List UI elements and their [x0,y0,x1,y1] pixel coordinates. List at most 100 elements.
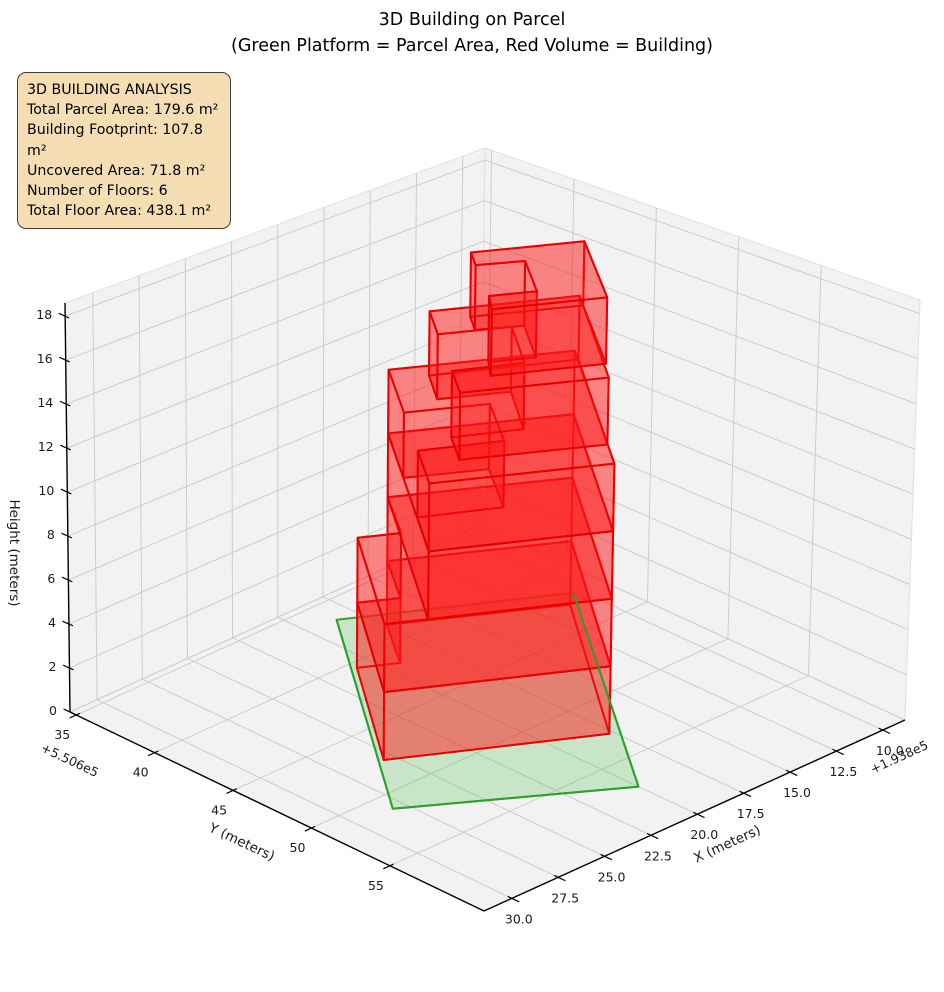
grid-line-z-right [483,240,917,405]
chart-title: 3D Building on Parcel (Green Platform = … [0,7,944,59]
grid-line-x-floor [96,699,513,899]
z-tick-label: 18 [36,307,52,322]
z-tick-label: 16 [37,351,53,366]
grid-line-y-wall [807,265,822,676]
z-tick-mark [59,400,71,407]
x-tick-mark [878,727,891,735]
grid-line-x-wall [322,207,325,597]
x-tick-label: 22.5 [644,848,672,863]
y-tick-mark [304,825,316,832]
z-tick-label: 2 [49,659,57,674]
x-tick-label: 27.5 [551,890,579,905]
parcel-front-edge [335,619,394,810]
x-tick-mark [646,832,659,840]
z-tick-mark [60,444,72,451]
grid-line-y-floor [389,675,809,867]
grid-line-x-wall [367,190,371,577]
grid-line-x-wall [184,258,188,659]
z-tick-mark [62,664,74,671]
z-tick-mark [60,488,72,495]
z-tick-label: 14 [37,395,53,410]
grid-line-z-right [484,200,919,360]
x-tick-mark [600,853,613,861]
grid-line-z-left [64,159,486,317]
grid-line-z-right [482,321,914,495]
grid-line-z-right [479,524,906,721]
y-axis-spine [69,711,485,912]
analysis-info-box: 3D BUILDING ANALYSIS Total Parcel Area: … [17,72,231,230]
y-tick-mark [226,788,237,794]
x-tick-label: 25.0 [598,869,626,884]
z-tick-mark [62,620,74,627]
info-line: Number of Floors: 6 [27,183,168,200]
z-tick-mark [58,312,70,319]
z-tick-label: 12 [38,439,54,454]
y-tick-label: 50 [290,840,306,855]
building-floor-top [470,240,609,311]
grid-line-z-right [483,281,915,450]
info-line: Total Floor Area: 438.1 m² [27,203,212,220]
grid-line-x-floor [277,616,698,815]
grid-line-z-left [65,200,485,361]
chart-title-line1: 3D Building on Parcel [378,10,566,30]
x-tick-mark [693,811,705,819]
grid-line-z-left [66,240,484,405]
grid-line-x-wall [412,173,418,556]
z-tick-mark [59,356,70,363]
y-tick-label: 40 [133,765,149,780]
y-tick-mark [383,863,394,870]
grid-line-x-wall [92,292,98,700]
x-tick-label: 15.0 [783,785,811,800]
y-tick-label: 45 [211,802,227,817]
x-tick-mark [785,769,798,777]
grid-line-z-left [69,484,481,669]
x-tick-mark [553,874,566,882]
z-tick-mark [61,532,73,539]
grid-line-y-wall [727,236,740,639]
y-tick-label: 55 [368,878,384,893]
building-floor-side [489,296,609,377]
grid-line-y-floor [154,564,568,754]
z-tick-mark [61,576,73,583]
grid-line-x-floor [187,658,605,857]
grid-line-x-floor [458,534,883,731]
x-tick-label: 20.0 [690,827,718,842]
z-tick-label: 6 [47,571,55,586]
x-tick-label: 12.5 [829,764,857,779]
grid-line-x-floor [142,678,559,878]
x-tick-mark [832,748,844,756]
x-tick-label: 30.0 [505,911,533,926]
info-line: Total Parcel Area: 179.6 m² [27,102,219,119]
x-tick-mark [739,790,752,798]
grid-line-z-left [67,362,483,537]
grid-line-z-left [66,281,484,449]
grid-line-x-floor [232,637,652,836]
parcel-front-edge [572,592,640,787]
info-line: Uncovered Area: 71.8 m² [27,162,206,179]
chart-title-line2: (Green Platform = Parcel Area, Red Volum… [231,36,713,56]
z-tick-label: 0 [49,703,57,718]
info-line: Building Footprint: 107.8 m² [27,122,203,159]
x-tick-mark [507,895,520,903]
z-tick-mark [63,708,75,715]
x-tick-label: 17.5 [737,806,765,821]
parcel-front-edge [392,785,639,810]
grid-line-x-wall [138,275,143,680]
grid-line-z-right [480,484,907,676]
info-line: 3D BUILDING ANALYSIS [27,82,192,98]
y-axis-offset: +5.506e5 [39,740,101,780]
z-axis-label: Height (meters) [6,499,22,606]
grid-line-x-wall [231,241,234,638]
z-tick-label: 8 [47,527,55,542]
z-tick-label: 4 [48,615,56,630]
grid-line-y-floor [76,527,487,716]
y-tick-mark [147,750,159,757]
x-axis-spine [483,719,906,912]
grid-line-z-left [67,321,483,493]
grid-line-z-right [484,159,920,315]
grid-line-z-right [481,362,912,540]
grid-line-x-floor [412,555,837,752]
x-tick-label: 10.0 [876,743,904,758]
